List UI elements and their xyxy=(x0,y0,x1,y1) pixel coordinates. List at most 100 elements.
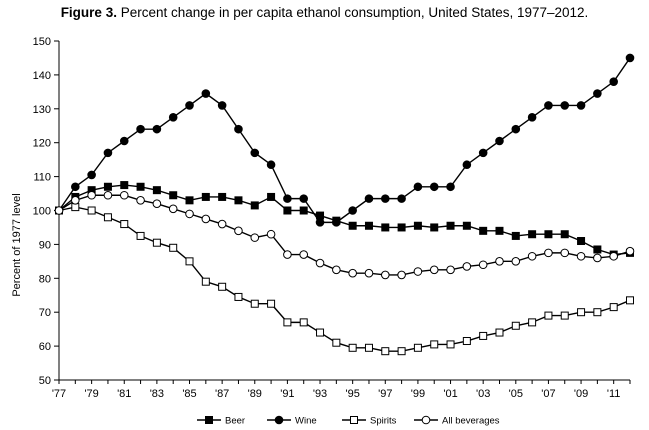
y-tick-label: 110 xyxy=(33,172,51,184)
spirits-point xyxy=(495,328,504,337)
spirits-point xyxy=(120,220,129,229)
wine-point xyxy=(544,101,553,110)
x-tick-label: '01 xyxy=(443,388,457,400)
spirits-point xyxy=(316,328,325,337)
all-beverages-point xyxy=(185,209,194,219)
legend-marker xyxy=(350,416,358,424)
x-tick-label: '83 xyxy=(150,388,164,400)
all-beverages-point xyxy=(136,196,145,205)
spirits-point xyxy=(283,318,292,327)
y-axis-label: Percent of 1977 level xyxy=(11,193,23,296)
wine-point xyxy=(283,194,292,203)
x-tick-label: '87 xyxy=(215,388,229,400)
beer-point xyxy=(299,206,308,215)
wine-point xyxy=(348,206,357,215)
wine-point xyxy=(299,194,309,203)
wine-point xyxy=(446,182,455,192)
beer-point xyxy=(593,245,602,254)
beer-point xyxy=(152,186,161,195)
y-tick-label: 120 xyxy=(33,138,51,150)
wine-point xyxy=(250,148,260,158)
spirits-point xyxy=(299,318,308,327)
beer-point xyxy=(185,196,194,205)
all-beverages-point xyxy=(429,265,439,275)
beer-point xyxy=(103,182,112,191)
wine-point xyxy=(609,77,618,86)
spirits-point xyxy=(201,277,210,286)
beer-point xyxy=(560,230,569,239)
spirits-point xyxy=(103,213,112,222)
beer-point xyxy=(462,221,471,230)
legend-item-spirits: Spirits xyxy=(342,416,397,427)
wine-point xyxy=(201,89,211,98)
all-beverages-point xyxy=(315,258,325,268)
all-beverages-point xyxy=(217,219,227,229)
x-tick-label: '11 xyxy=(607,388,621,400)
spirits-point xyxy=(609,303,618,312)
beer-point xyxy=(479,226,488,235)
spirits-point xyxy=(577,308,586,317)
spirits-point xyxy=(626,296,634,305)
legend-item-wine: Wine xyxy=(267,416,317,427)
x-tick-label: '85 xyxy=(182,388,196,400)
all-beverages-point xyxy=(576,251,586,261)
spirits-point xyxy=(381,347,390,356)
all-beverages-point xyxy=(103,190,113,200)
beer-point xyxy=(528,230,537,239)
spirits-point xyxy=(479,331,488,340)
x-axis-ticks: '77 '79 '81 '83 '85 '87 '89 '91 '93 '95 '97 '99 '01 '… xyxy=(52,380,631,400)
wine-point xyxy=(234,124,243,134)
wine-point xyxy=(332,218,341,227)
spirits-point xyxy=(544,311,553,320)
legend-marker xyxy=(205,416,213,424)
wine-point xyxy=(315,218,325,227)
x-tick-label: '77 xyxy=(52,388,66,400)
legend-marker xyxy=(421,415,431,425)
spirits-point xyxy=(218,282,227,291)
beer-point xyxy=(218,192,227,201)
beer-point xyxy=(234,196,243,205)
legend-item-beer: Beer xyxy=(197,416,245,427)
beer-point xyxy=(577,237,586,246)
all-beverages-point xyxy=(119,190,129,200)
series-spirits xyxy=(55,203,634,356)
x-tick-label: '81 xyxy=(117,388,131,400)
all-beverages-point xyxy=(413,267,423,276)
y-axis-ticks: 50 60 70 80 90 100 110 120 130 140 150 xyxy=(33,36,59,387)
all-beverages-point xyxy=(348,268,357,278)
beer-point xyxy=(381,223,390,232)
beer-point xyxy=(136,182,145,191)
spirits-point xyxy=(511,321,520,330)
series-wine xyxy=(54,53,635,227)
beer-point xyxy=(397,223,406,232)
all-beverages-point xyxy=(462,262,472,271)
wine-point xyxy=(527,112,537,122)
spirits-point xyxy=(250,299,259,308)
beer-point xyxy=(544,230,553,239)
wine-point xyxy=(397,194,406,203)
y-tick-label: 80 xyxy=(39,273,51,285)
spirits-point xyxy=(267,299,276,308)
all-beverages-point xyxy=(234,226,243,236)
figure-number: Figure 3. xyxy=(60,5,117,20)
beer-point xyxy=(283,206,292,215)
x-tick-label: '05 xyxy=(509,388,523,400)
y-tick-label: 140 xyxy=(33,70,51,82)
wine-point xyxy=(478,148,488,158)
spirits-point xyxy=(332,338,341,347)
wine-point xyxy=(462,160,472,170)
series-all-beverages xyxy=(54,190,635,280)
wine-point xyxy=(136,124,145,134)
y-tick-label: 130 xyxy=(33,104,51,116)
all-beverages-point xyxy=(250,233,260,242)
all-beverages-point xyxy=(266,229,276,239)
wine-point xyxy=(119,136,129,146)
wine-point xyxy=(103,148,113,158)
y-tick-label: 100 xyxy=(33,206,51,218)
spirits-point xyxy=(593,308,602,317)
legend-label: Spirits xyxy=(370,416,397,427)
all-beverages-point xyxy=(54,206,64,215)
beer-point xyxy=(495,226,504,235)
wine-point xyxy=(511,124,521,134)
